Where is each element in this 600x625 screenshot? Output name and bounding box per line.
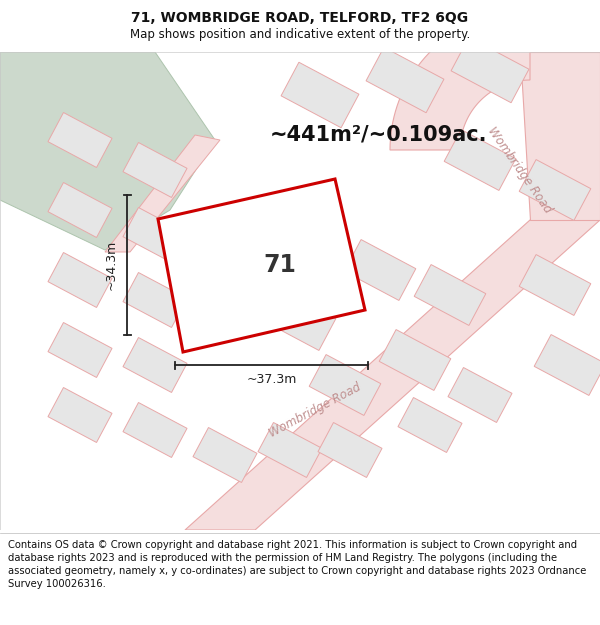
Polygon shape xyxy=(123,402,187,458)
Polygon shape xyxy=(48,322,112,378)
Polygon shape xyxy=(264,289,336,351)
Polygon shape xyxy=(519,159,591,221)
Polygon shape xyxy=(193,428,257,483)
Polygon shape xyxy=(390,10,530,150)
Polygon shape xyxy=(309,354,381,416)
Text: 71: 71 xyxy=(264,253,296,277)
Text: 71, WOMBRIDGE ROAD, TELFORD, TF2 6QG: 71, WOMBRIDGE ROAD, TELFORD, TF2 6QG xyxy=(131,11,469,26)
Polygon shape xyxy=(318,422,382,478)
Polygon shape xyxy=(258,422,322,478)
Polygon shape xyxy=(451,38,529,102)
Polygon shape xyxy=(519,254,591,316)
Text: ~34.3m: ~34.3m xyxy=(105,240,118,290)
Polygon shape xyxy=(281,62,359,127)
Text: Wombridge Road: Wombridge Road xyxy=(485,124,554,216)
Polygon shape xyxy=(379,329,451,391)
Polygon shape xyxy=(48,112,112,168)
Text: Wombridge Road: Wombridge Road xyxy=(267,380,363,440)
Polygon shape xyxy=(123,272,187,328)
Polygon shape xyxy=(444,129,516,191)
Polygon shape xyxy=(105,135,220,252)
Polygon shape xyxy=(398,398,462,452)
Polygon shape xyxy=(534,334,600,396)
Polygon shape xyxy=(123,338,187,392)
Polygon shape xyxy=(123,142,187,198)
Text: ~441m²/~0.109ac.: ~441m²/~0.109ac. xyxy=(270,125,487,145)
Polygon shape xyxy=(520,52,600,220)
Polygon shape xyxy=(48,388,112,442)
Text: Contains OS data © Crown copyright and database right 2021. This information is : Contains OS data © Crown copyright and d… xyxy=(8,539,586,589)
Polygon shape xyxy=(448,368,512,423)
Polygon shape xyxy=(0,52,215,250)
Polygon shape xyxy=(48,253,112,308)
Polygon shape xyxy=(48,182,112,238)
Text: ~37.3m: ~37.3m xyxy=(247,373,296,386)
Polygon shape xyxy=(185,220,600,530)
Polygon shape xyxy=(414,264,486,326)
Polygon shape xyxy=(344,239,416,301)
Polygon shape xyxy=(366,48,444,112)
Polygon shape xyxy=(123,208,187,262)
Text: Map shows position and indicative extent of the property.: Map shows position and indicative extent… xyxy=(130,28,470,41)
Polygon shape xyxy=(158,179,365,352)
